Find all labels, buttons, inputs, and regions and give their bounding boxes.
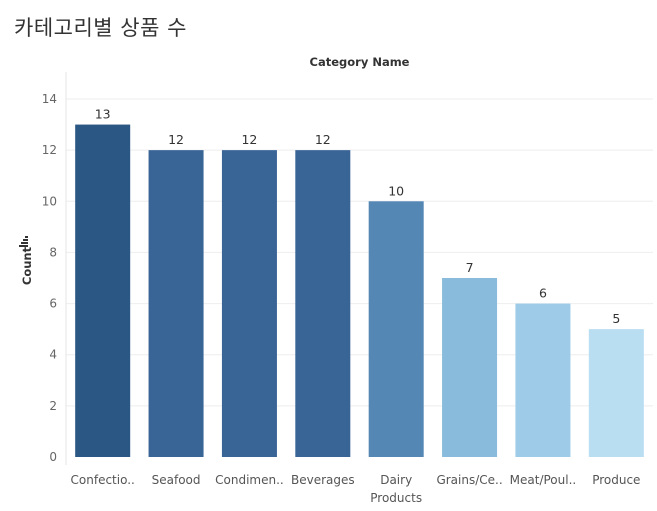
y-tick-label: 8 — [49, 245, 57, 259]
y-axis-title: Count — [20, 246, 34, 285]
x-category-label: Meat/Poul.. — [510, 473, 577, 487]
x-category-label: Dairy — [380, 473, 412, 487]
y-tick-label: 14 — [42, 92, 57, 106]
bar[interactable] — [588, 329, 644, 457]
data-label: 12 — [168, 132, 184, 147]
bar[interactable] — [368, 201, 424, 457]
x-category-label: Beverages — [291, 473, 355, 487]
x-category-label: Grains/Ce.. — [436, 473, 502, 487]
data-label: 7 — [466, 260, 474, 275]
x-category-label: Condimen.. — [215, 473, 284, 487]
y-tick-label: 0 — [49, 450, 57, 464]
data-label: 10 — [388, 183, 404, 198]
bar[interactable] — [221, 150, 277, 457]
sort-descending-icon[interactable] — [19, 236, 28, 247]
y-tick-label: 12 — [42, 143, 57, 157]
x-category-label: Seafood — [152, 473, 201, 487]
x-category-label: Produce — [592, 473, 640, 487]
bar[interactable] — [442, 278, 498, 457]
data-label: 6 — [539, 286, 547, 301]
chart-header-label: Category Name — [310, 55, 410, 69]
x-category-label: Products — [370, 491, 422, 505]
bar[interactable] — [148, 150, 204, 457]
y-tick-label: 4 — [49, 348, 57, 362]
data-label: 12 — [315, 132, 331, 147]
x-category-label: Confectio.. — [71, 473, 135, 487]
bar[interactable] — [295, 150, 351, 457]
y-tick-label: 2 — [49, 399, 57, 413]
bar[interactable] — [515, 303, 571, 457]
data-label: 13 — [95, 107, 111, 122]
bar[interactable] — [75, 124, 131, 458]
data-label: 5 — [612, 311, 620, 326]
y-tick-label: 6 — [49, 297, 57, 311]
data-label: 12 — [241, 132, 257, 147]
chart-title: 카테고리별 상품 수 — [14, 16, 187, 40]
y-tick-label: 10 — [42, 194, 57, 208]
